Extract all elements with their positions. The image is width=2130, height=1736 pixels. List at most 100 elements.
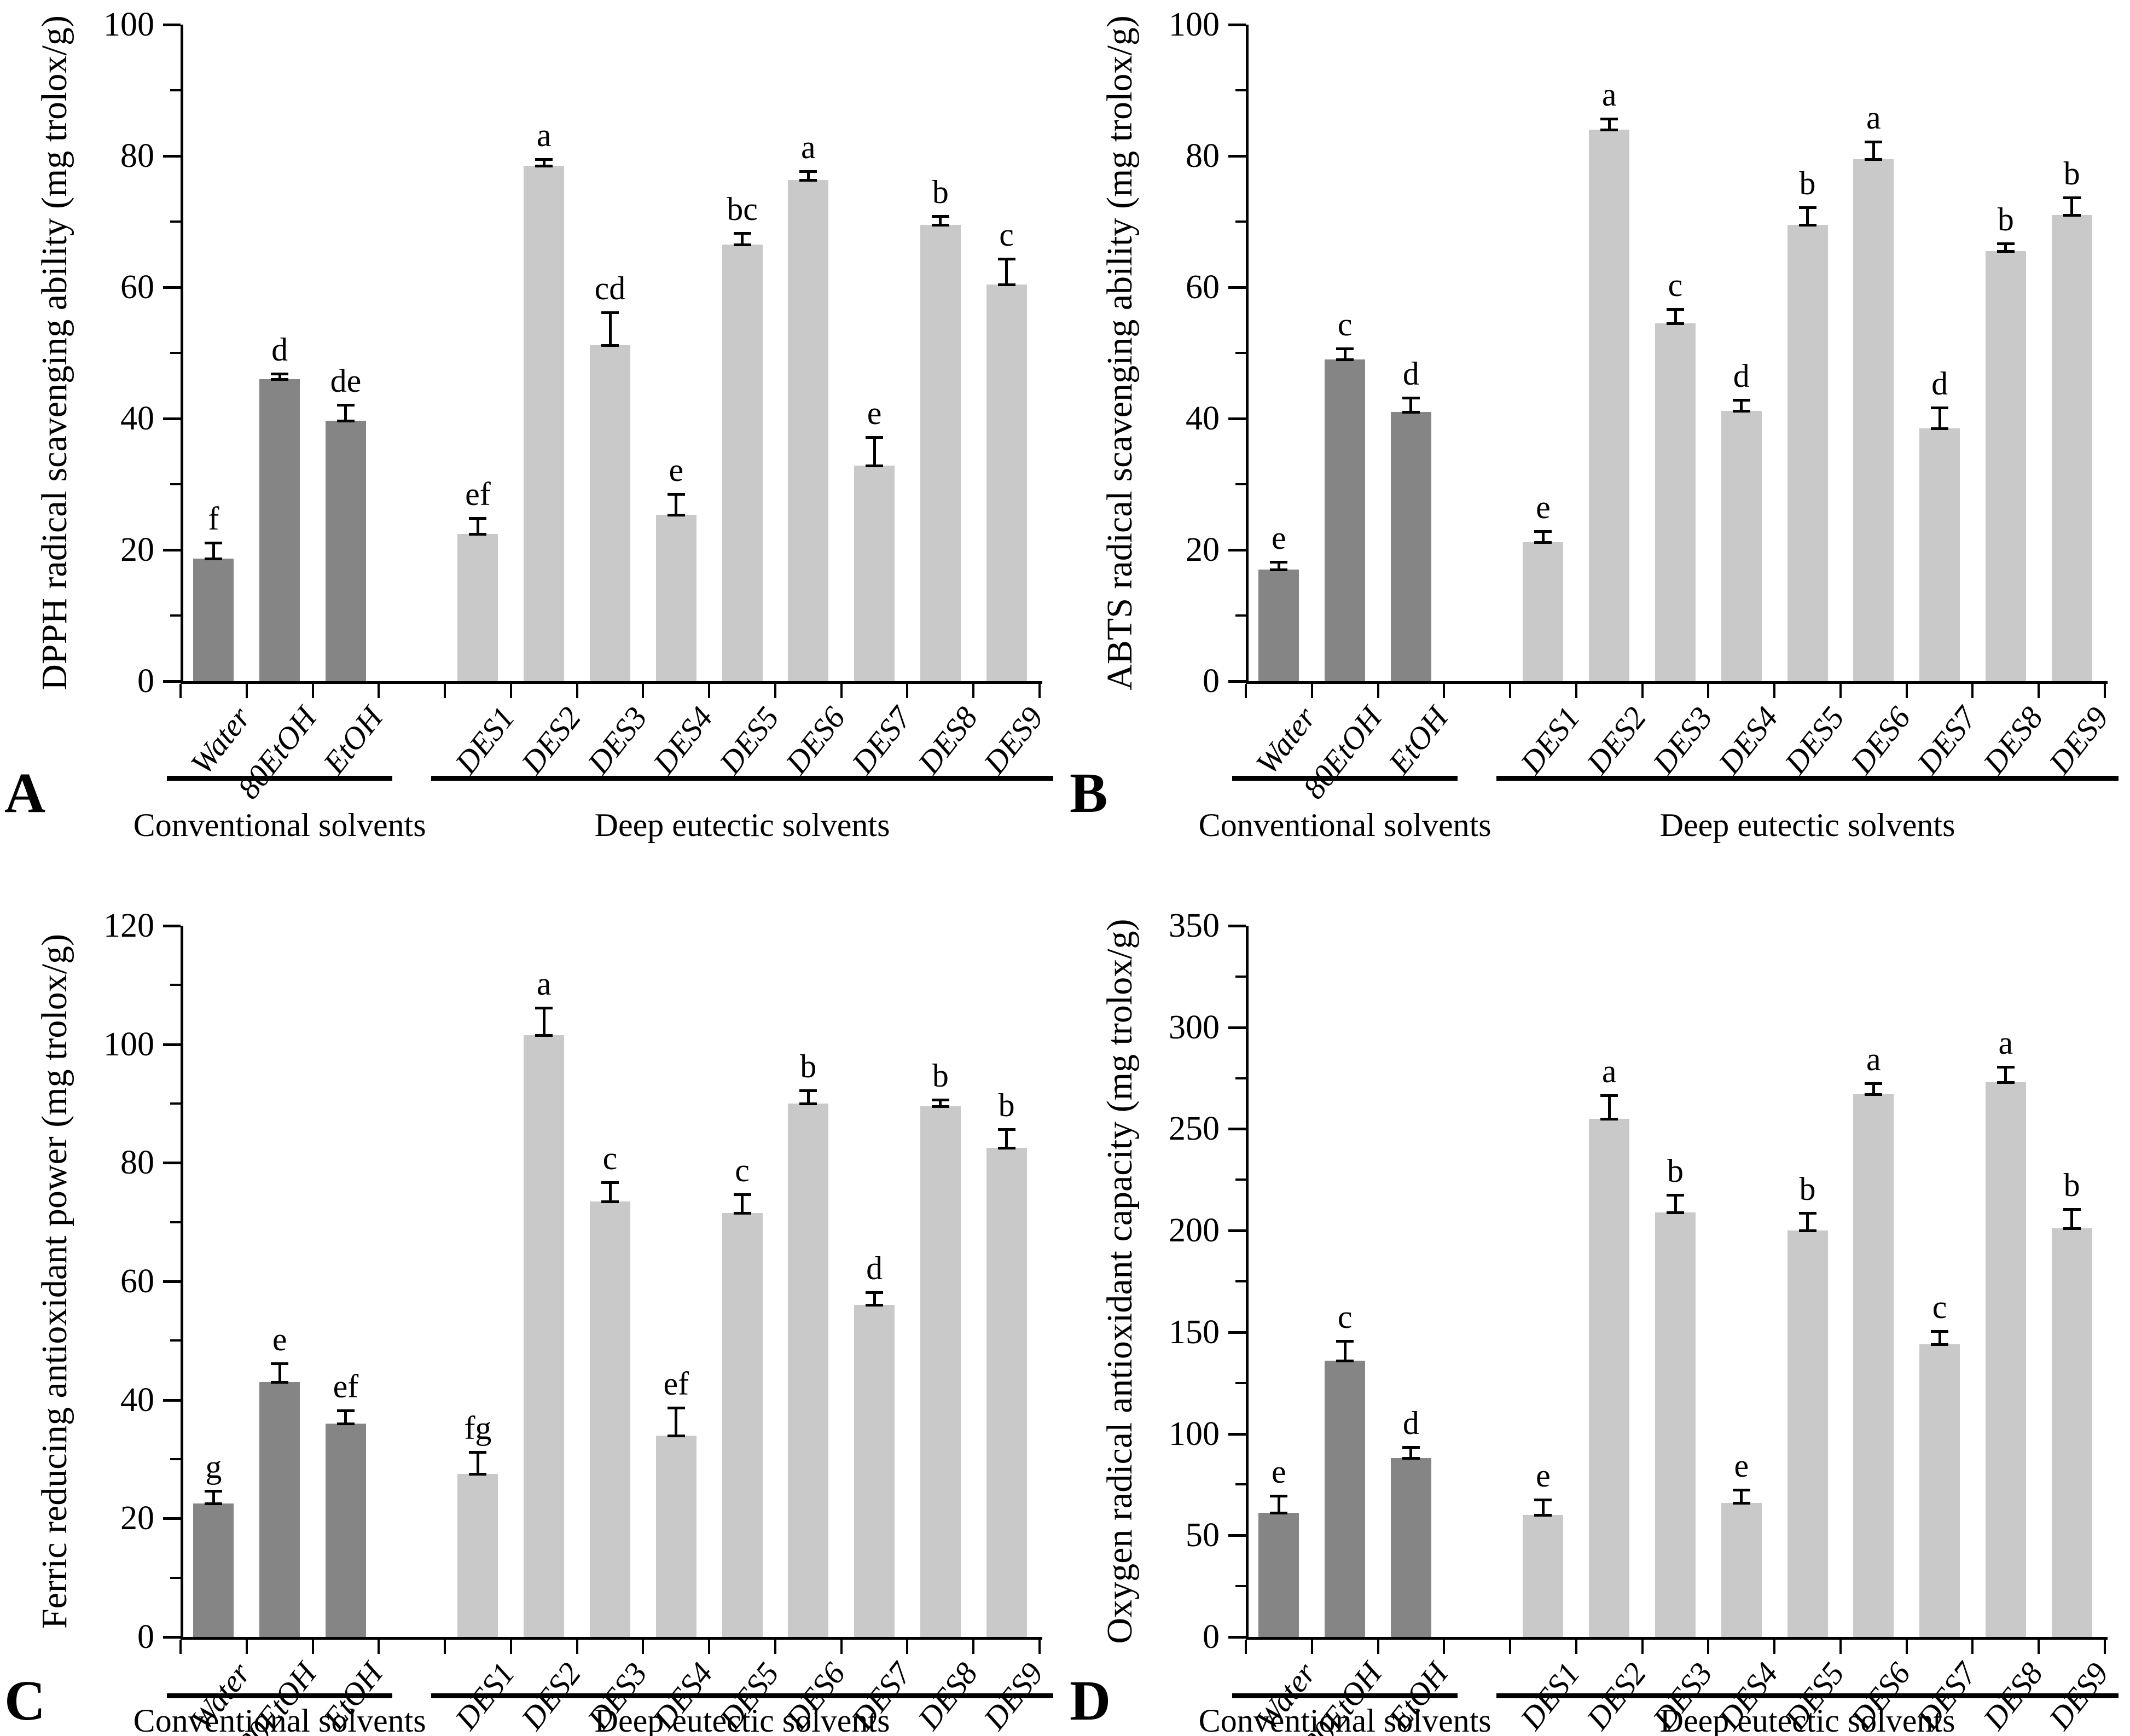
error-bar-stem [2004,245,2007,251]
error-bar-bottom-cap [1402,411,1420,414]
bar-DES2 [524,166,565,681]
x-tick [972,1640,975,1654]
error-bar-stem [1277,563,1280,570]
x-category-label: DES9 [2042,700,2116,781]
x-tick [1971,684,1974,698]
error-bar-stem [806,172,810,181]
significance-letter: g [205,1448,222,1485]
error-bar-bottom-cap [2063,214,2081,217]
error-bar-bottom-cap [733,243,751,246]
x-category-label: DES9 [977,700,1051,781]
panel-orac: Oxygen radical antioxidant capacity (mg … [1065,868,2130,1736]
error-bar-bottom-cap [1402,1457,1420,1460]
error-bar-bottom-cap [1600,129,1618,131]
y-major-tick [163,549,181,551]
error-bar-stem [1541,532,1545,542]
error-bar-stem [939,1100,942,1107]
x-tick [1509,1640,1512,1654]
significance-letter: c [1337,1299,1353,1336]
x-tick [2104,1640,2106,1654]
x-tick [1038,684,1041,698]
x-category-label: DES1 [448,700,522,781]
error-bar-stem [542,1008,545,1036]
error-bar-stem [1005,259,1008,285]
x-tick [1443,684,1446,698]
error-bar-stem [741,234,744,245]
panel-letter: D [1070,1669,1111,1732]
significance-letter: c [1932,1288,1947,1325]
plot-area [181,25,1042,684]
plot-area [1246,25,2108,684]
bar-DES2 [524,1035,565,1637]
x-tick [311,1640,314,1654]
significance-letter: e [1734,1447,1749,1484]
error-bar-top-cap [1996,242,2015,245]
error-bar-top-cap [535,1006,553,1009]
x-tick [378,684,380,698]
significance-letter: b [932,1057,949,1094]
error-bar-top-cap [1931,407,1949,409]
y-major-tick [1228,1128,1246,1131]
group-label-conventional: Conventional solvents [1198,1703,1491,1736]
y-minor-tick [170,483,181,485]
y-major-tick [1228,1331,1246,1334]
y-tick-label: 120 [103,907,154,944]
y-minor-tick [170,1221,181,1223]
bar-DES3 [590,345,630,681]
significance-letter: d [1733,357,1750,394]
error-bar-top-cap [799,170,817,173]
x-tick [972,684,975,698]
y-minor-tick [1235,975,1246,978]
error-bar-top-cap [1270,1494,1288,1497]
y-minor-tick [1235,1178,1246,1181]
x-tick [1310,1640,1313,1654]
y-minor-tick [170,984,181,986]
error-bar-stem [1005,1130,1008,1148]
error-bar-bottom-cap [205,1502,223,1506]
bar-DES8 [1985,1082,2026,1637]
x-tick [840,684,843,698]
error-bar-bottom-cap [667,1434,685,1437]
plot-area [181,926,1042,1640]
y-tick-label: 100 [103,6,154,43]
significance-letter: ef [465,475,491,512]
error-bar-top-cap [931,214,949,218]
significance-letter: a [1866,100,1881,136]
bar-EtOH [1390,412,1431,681]
bar-DES3 [590,1201,630,1637]
bar-DES1 [1523,1515,1564,1637]
x-category-label: DES4 [1711,700,1785,781]
error-bar-stem [1806,208,1809,225]
y-tick-label: 60 [1186,269,1220,306]
y-tick-label: 20 [1186,531,1220,568]
error-bar-stem [1277,1496,1280,1513]
error-bar-bottom-cap [1667,1211,1684,1214]
panel-frap: Ferric reducing antioxidant power (mg tr… [0,868,1065,1736]
y-tick-label: 50 [1186,1517,1220,1554]
x-category-label: DES8 [910,700,984,781]
error-bar-stem [1938,409,1941,428]
error-bar-top-cap [1600,1094,1618,1097]
error-bar-top-cap [601,1181,619,1185]
error-bar-bottom-cap [469,1473,487,1476]
bar-DES7 [854,466,895,681]
error-bar-bottom-cap [931,1105,949,1108]
bar-Water [193,1503,234,1637]
error-bar-top-cap [1931,1329,1949,1333]
error-bar-bottom-cap [336,1423,355,1425]
y-major-tick [163,1517,181,1520]
error-bar-bottom-cap [866,465,884,468]
x-category-label: EtOH [316,700,390,781]
error-bar-stem [608,313,612,345]
bar-DES6 [1853,1094,1894,1637]
error-bar-top-cap [271,372,289,375]
significance-letter: b [1799,1171,1816,1207]
group-underline-conventional [1232,776,1458,781]
error-bar-bottom-cap [1270,1512,1288,1515]
x-category-label: DES7 [1910,700,1984,781]
error-bar-top-cap [271,1362,289,1365]
error-bar-stem [542,160,545,166]
significance-letter: b [2063,155,2080,191]
error-bar-bottom-cap [1798,224,1816,227]
error-bar-stem [741,1195,744,1214]
